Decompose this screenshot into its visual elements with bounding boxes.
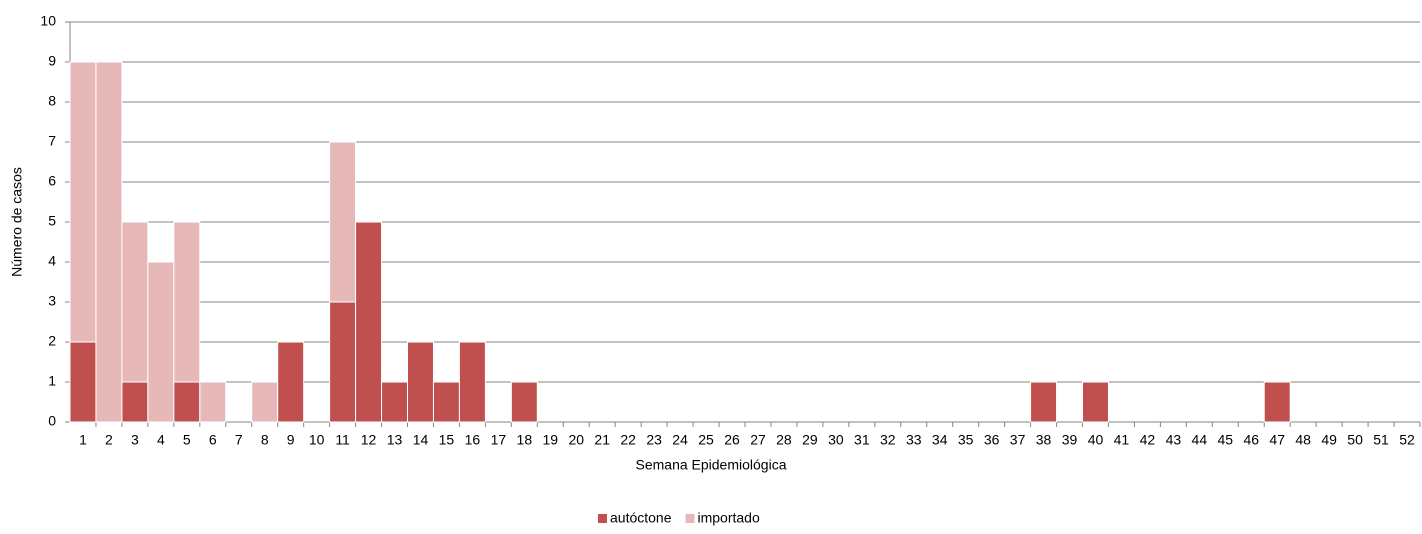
x-tick-label: 34 bbox=[932, 432, 948, 448]
x-tick-label: 13 bbox=[387, 432, 403, 448]
legend-label: importado bbox=[698, 510, 760, 526]
bar-segment bbox=[251, 381, 279, 423]
x-tick-label: 40 bbox=[1088, 432, 1104, 448]
x-tick-label: 39 bbox=[1062, 432, 1078, 448]
bar-segment bbox=[277, 341, 305, 423]
x-tick-label: 10 bbox=[309, 432, 325, 448]
bar-segment bbox=[121, 381, 149, 423]
x-tick-label: 42 bbox=[1140, 432, 1156, 448]
y-tick-label: 9 bbox=[48, 53, 56, 69]
y-tick-label: 7 bbox=[48, 133, 56, 149]
y-tick-label: 0 bbox=[48, 413, 56, 429]
bar-segment bbox=[1030, 381, 1058, 423]
bar-segment bbox=[381, 381, 408, 423]
x-tick-label: 20 bbox=[568, 432, 584, 448]
legend-swatch bbox=[598, 514, 607, 523]
x-tick-label: 23 bbox=[646, 432, 662, 448]
x-tick-label: 37 bbox=[1010, 432, 1026, 448]
x-tick-label: 30 bbox=[828, 432, 844, 448]
y-axis-title: Número de casos bbox=[9, 167, 25, 277]
x-tick-label: 11 bbox=[335, 432, 350, 448]
bar-segment bbox=[329, 301, 357, 423]
bar-segment bbox=[69, 341, 97, 423]
x-tick-label: 21 bbox=[594, 432, 610, 448]
x-tick-label: 43 bbox=[1166, 432, 1182, 448]
y-tick-label: 3 bbox=[48, 293, 56, 309]
bar-segment bbox=[1082, 381, 1109, 423]
x-tick-label: 2 bbox=[105, 432, 113, 448]
x-tick-label: 29 bbox=[802, 432, 818, 448]
x-tick-label: 3 bbox=[131, 432, 139, 448]
x-tick-label: 6 bbox=[209, 432, 217, 448]
y-tick-label: 8 bbox=[48, 93, 56, 109]
legend-swatch bbox=[685, 514, 695, 523]
x-tick-label: 17 bbox=[491, 432, 507, 448]
y-tick-label: 10 bbox=[40, 13, 56, 29]
x-tick-label: 45 bbox=[1217, 432, 1233, 448]
x-tick-label: 12 bbox=[361, 432, 377, 448]
x-tick-label: 47 bbox=[1269, 432, 1285, 448]
x-tick-label: 22 bbox=[620, 432, 636, 448]
x-tick-label: 49 bbox=[1321, 432, 1337, 448]
bar-segment bbox=[147, 261, 175, 423]
x-tick-label: 33 bbox=[906, 432, 922, 448]
x-tick-label: 24 bbox=[672, 432, 688, 448]
bar-segment bbox=[329, 141, 357, 303]
bar-segment bbox=[1263, 381, 1291, 423]
x-tick-label: 50 bbox=[1347, 432, 1363, 448]
x-axis-title: Semana Epidemiológica bbox=[636, 457, 787, 473]
x-tick-label: 18 bbox=[517, 432, 533, 448]
x-tick-label: 31 bbox=[854, 432, 870, 448]
x-tick-label: 32 bbox=[880, 432, 896, 448]
y-tick-label: 5 bbox=[48, 213, 56, 229]
x-tick-label: 46 bbox=[1243, 432, 1259, 448]
bar-segment bbox=[95, 61, 123, 423]
x-tick-label: 1 bbox=[79, 432, 87, 448]
bar-segment bbox=[121, 221, 149, 383]
x-tick-label: 44 bbox=[1192, 432, 1208, 448]
x-tick-label: 19 bbox=[542, 432, 558, 448]
x-tick-label: 25 bbox=[698, 432, 714, 448]
x-tick-label: 5 bbox=[183, 432, 191, 448]
x-tick-label: 4 bbox=[157, 432, 165, 448]
y-tick-label: 4 bbox=[48, 253, 56, 269]
x-tick-label: 38 bbox=[1036, 432, 1052, 448]
x-tick-label: 41 bbox=[1114, 432, 1130, 448]
bar-segment bbox=[355, 221, 383, 423]
bar-segment bbox=[432, 381, 460, 423]
x-tick-label: 28 bbox=[776, 432, 792, 448]
x-tick-label: 35 bbox=[958, 432, 974, 448]
x-tick-label: 48 bbox=[1295, 432, 1311, 448]
x-tick-label: 51 bbox=[1373, 432, 1389, 448]
bar-segment bbox=[199, 381, 227, 423]
legend-label: autóctone bbox=[610, 510, 672, 526]
bar-segment bbox=[407, 341, 434, 423]
y-tick-label: 6 bbox=[48, 173, 56, 189]
bar-segment bbox=[69, 61, 97, 343]
x-tick-label: 15 bbox=[439, 432, 455, 448]
x-tick-label: 36 bbox=[984, 432, 1000, 448]
x-tick-label: 16 bbox=[465, 432, 481, 448]
x-tick-label: 8 bbox=[261, 432, 269, 448]
y-tick-label: 2 bbox=[48, 333, 56, 349]
x-tick-label: 9 bbox=[287, 432, 295, 448]
y-tick-label: 1 bbox=[48, 373, 56, 389]
x-tick-label: 52 bbox=[1399, 432, 1415, 448]
bar-segment bbox=[510, 381, 538, 423]
x-tick-label: 7 bbox=[235, 432, 243, 448]
bar-segment bbox=[173, 381, 201, 423]
x-tick-label: 26 bbox=[724, 432, 740, 448]
x-tick-label: 14 bbox=[413, 432, 429, 448]
bar-segment bbox=[173, 221, 201, 383]
bar-segment bbox=[458, 341, 486, 423]
x-tick-label: 27 bbox=[750, 432, 766, 448]
